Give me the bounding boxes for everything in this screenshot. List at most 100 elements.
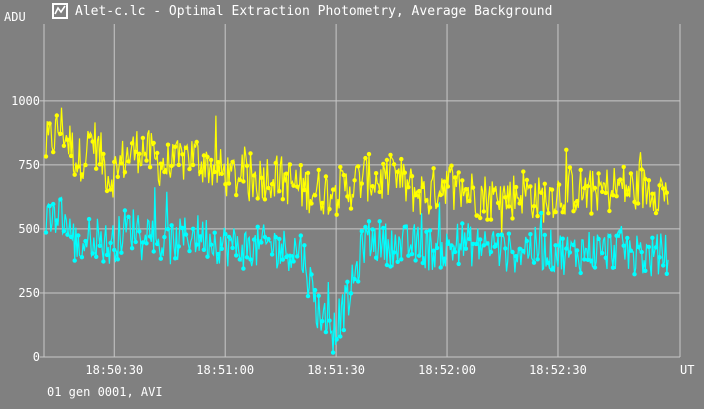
series-point-2 — [198, 234, 203, 239]
series-point-1 — [72, 172, 77, 177]
series-point-2 — [122, 208, 128, 213]
series-point-1 — [298, 163, 303, 168]
series-point-1 — [495, 200, 501, 206]
series-point-1 — [255, 196, 260, 201]
series-point-1 — [219, 171, 224, 176]
series-point-1 — [323, 174, 329, 179]
series-point-1 — [460, 178, 465, 183]
series-point-2 — [499, 232, 504, 237]
series-point-2 — [427, 228, 433, 233]
series-point-1 — [316, 167, 321, 173]
series-point-1 — [657, 183, 662, 188]
series-point-2 — [251, 237, 257, 242]
series-point-2 — [632, 272, 637, 277]
series-point-2 — [137, 229, 142, 234]
series-point-1 — [43, 154, 49, 159]
series-point-2 — [356, 279, 361, 284]
series-point-2 — [470, 241, 476, 247]
series-point-1 — [169, 163, 174, 169]
series-point-2 — [571, 242, 576, 248]
series-point-1 — [119, 161, 124, 166]
series-point-2 — [603, 255, 608, 260]
series-point-1 — [417, 188, 422, 194]
series-point-2 — [54, 218, 59, 223]
series-point-2 — [517, 246, 522, 251]
series-point-1 — [632, 199, 637, 205]
series-point-2 — [126, 214, 131, 219]
series-point-2 — [510, 249, 515, 255]
series-point-2 — [201, 247, 207, 252]
series-point-1 — [187, 166, 192, 172]
series-point-1 — [205, 154, 210, 160]
series-point-2 — [384, 262, 390, 268]
series-point-1 — [517, 201, 522, 206]
series-point-2 — [158, 256, 163, 261]
series-point-1 — [248, 151, 253, 156]
series-point-2 — [625, 235, 630, 241]
series-point-2 — [104, 252, 110, 258]
series-point-1 — [266, 185, 271, 191]
series-point-2 — [83, 238, 88, 244]
series-point-1 — [101, 151, 106, 157]
series-point-2 — [420, 260, 425, 266]
series-point-2 — [478, 237, 483, 242]
series-point-2 — [65, 232, 70, 237]
series-point-1 — [467, 198, 472, 204]
series-point-1 — [291, 183, 296, 188]
series-point-2 — [43, 230, 49, 235]
series-point-2 — [424, 229, 429, 234]
series-point-2 — [438, 265, 443, 270]
series-point-2 — [147, 234, 153, 239]
series-point-2 — [542, 232, 547, 238]
series-point-1 — [147, 165, 153, 170]
series-point-1 — [162, 169, 167, 175]
series-point-2 — [101, 259, 106, 264]
series-point-2 — [409, 251, 415, 257]
series-point-1 — [356, 164, 361, 169]
series-point-2 — [567, 250, 573, 255]
series-point-1 — [449, 163, 454, 168]
series-point-2 — [244, 255, 250, 260]
series-point-1 — [610, 193, 616, 198]
series-point-1 — [664, 190, 669, 195]
series-point-2 — [406, 253, 411, 258]
series-point-2 — [359, 229, 364, 234]
series-point-1 — [635, 201, 641, 206]
series-point-2 — [492, 244, 497, 249]
series-point-2 — [334, 337, 339, 342]
series-point-1 — [488, 217, 494, 222]
series-point-2 — [51, 201, 56, 207]
series-point-1 — [564, 147, 569, 152]
series-point-1 — [230, 159, 235, 165]
series-point-2 — [259, 240, 264, 245]
series-point-1 — [621, 164, 626, 170]
series-point-1 — [481, 209, 486, 214]
series-point-1 — [485, 217, 490, 222]
series-point-1 — [244, 163, 250, 168]
series-point-2 — [664, 271, 669, 276]
series-point-1 — [180, 152, 185, 157]
series-point-2 — [115, 257, 121, 262]
series-point-1 — [208, 157, 214, 163]
series-point-2 — [643, 268, 648, 273]
series-point-2 — [600, 250, 605, 256]
series-point-2 — [578, 270, 583, 276]
series-point-2 — [58, 197, 63, 202]
series-point-1 — [305, 170, 311, 176]
series-point-1 — [194, 139, 199, 145]
series-point-1 — [524, 177, 530, 183]
series-point-1 — [76, 164, 81, 169]
x-tick-label: 18:52:00 — [418, 363, 476, 377]
series-point-1 — [277, 189, 282, 194]
series-point-1 — [456, 170, 461, 175]
series-point-1 — [492, 187, 497, 192]
series-point-2 — [431, 248, 436, 253]
series-point-2 — [467, 236, 472, 242]
series-point-1 — [284, 171, 289, 176]
series-point-1 — [452, 175, 458, 180]
series-point-1 — [94, 166, 99, 171]
series-point-2 — [76, 233, 81, 238]
series-point-1 — [535, 213, 540, 219]
series-point-1 — [183, 145, 189, 150]
series-point-2 — [155, 241, 160, 247]
